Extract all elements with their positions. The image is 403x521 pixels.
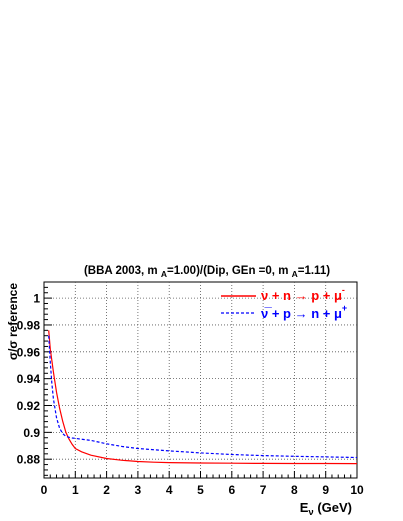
x-axis-label-main: E	[300, 500, 309, 515]
x-tick-label: 5	[197, 483, 204, 497]
x-tick-label: 6	[228, 483, 235, 497]
legend-label-antinu-sup: +	[342, 303, 347, 313]
x-axis-label-sub: ν	[308, 507, 313, 518]
x-tick-label: 10	[350, 483, 364, 497]
legend: ν + n → p + μ- ν̅ + p → n + μ+	[221, 285, 347, 321]
x-axis-label: Eν (GeV)	[300, 500, 352, 518]
y-tick-label: 0.9	[23, 426, 40, 440]
legend-label-antinu-text: ν̅ + p → n + μ	[261, 306, 342, 321]
title-part-3: =1.11)	[298, 265, 330, 277]
y-tick-label: 0.96	[17, 345, 41, 359]
x-tick-label: 9	[322, 483, 329, 497]
x-tick-label: 3	[135, 483, 142, 497]
axis-ticks: 0 1 2 3 4 5 6 7 8 9 10 0.88 0.9 0.92 0.94 0.96 0.98 1	[17, 286, 364, 497]
y-tick-label: 0.92	[17, 399, 41, 413]
legend-label-nu: ν + n → p + μ-	[261, 285, 345, 303]
x-tick-label: 0	[41, 483, 48, 497]
legend-label-nu-text: ν + n → p + μ	[261, 288, 342, 303]
title-part-2: =1.00)/(Dip, GEn =0, m	[167, 265, 292, 277]
series-layer	[48, 330, 358, 465]
y-axis-label: σ/σ reference	[6, 283, 20, 360]
y-tick-label: 0.94	[17, 372, 41, 386]
title-sub-1: A	[161, 269, 167, 279]
x-tick-label: 7	[260, 483, 267, 497]
y-tick-label: 0.88	[17, 453, 41, 467]
chart-title: (BBA 2003, m A=1.00)/(Dip, GEn =0, m A=1…	[84, 265, 330, 279]
y-tick-label: 0.98	[17, 318, 41, 332]
x-tick-label: 2	[103, 483, 110, 497]
x-tick-label: 8	[291, 483, 298, 497]
legend-label-antinu: ν̅ + p → n + μ+	[261, 303, 347, 321]
legend-label-nu-sup: -	[342, 285, 345, 295]
series-antinu-line	[48, 335, 358, 459]
y-tick-label: 1	[33, 292, 40, 306]
x-axis-label-unit: (GeV)	[314, 500, 352, 515]
grid	[44, 282, 357, 478]
x-tick-label: 4	[166, 483, 173, 497]
series-nu-line	[48, 330, 358, 465]
title-sub-2: A	[292, 269, 298, 279]
x-tick-label: 1	[72, 483, 79, 497]
title-part-1: (BBA 2003, m	[84, 265, 161, 277]
